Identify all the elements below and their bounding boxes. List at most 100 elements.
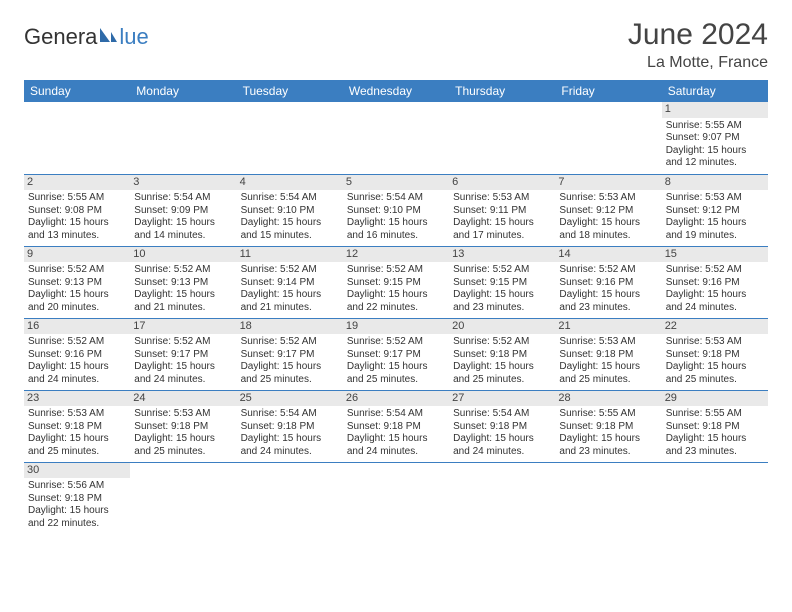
brand-sail-icon — [98, 24, 118, 50]
sunrise-line: Sunrise: 5:52 AM — [559, 264, 657, 277]
daylight-line: Daylight: 15 hours and 23 minutes. — [559, 433, 657, 458]
calendar-cell: 21Sunrise: 5:53 AMSunset: 9:18 PMDayligh… — [555, 318, 661, 390]
sunset-line: Sunset: 9:10 PM — [347, 205, 445, 218]
sunset-line: Sunset: 9:18 PM — [453, 421, 551, 434]
calendar-cell — [555, 102, 661, 174]
header: Genera lue June 2024 La Motte, France — [24, 18, 768, 72]
sunset-line: Sunset: 9:13 PM — [134, 277, 232, 290]
sunrise-line: Sunrise: 5:55 AM — [666, 120, 764, 133]
day-number: 25 — [237, 391, 343, 407]
sunrise-line: Sunrise: 5:52 AM — [453, 336, 551, 349]
sunset-line: Sunset: 9:16 PM — [28, 349, 126, 362]
weekday-header: Saturday — [662, 80, 768, 102]
sunset-line: Sunset: 9:16 PM — [559, 277, 657, 290]
daylight-line: Daylight: 15 hours and 24 minutes. — [134, 361, 232, 386]
calendar-cell: 8Sunrise: 5:53 AMSunset: 9:12 PMDaylight… — [662, 174, 768, 246]
calendar-cell: 22Sunrise: 5:53 AMSunset: 9:18 PMDayligh… — [662, 318, 768, 390]
sunset-line: Sunset: 9:18 PM — [347, 421, 445, 434]
calendar-cell — [237, 462, 343, 534]
day-number: 16 — [24, 319, 130, 335]
sunset-line: Sunset: 9:17 PM — [241, 349, 339, 362]
day-number: 14 — [555, 247, 661, 263]
sunrise-line: Sunrise: 5:52 AM — [666, 264, 764, 277]
sunrise-line: Sunrise: 5:52 AM — [347, 336, 445, 349]
sunrise-line: Sunrise: 5:53 AM — [453, 192, 551, 205]
sunrise-line: Sunrise: 5:52 AM — [347, 264, 445, 277]
sunset-line: Sunset: 9:18 PM — [559, 421, 657, 434]
day-number: 30 — [24, 463, 130, 479]
daylight-line: Daylight: 15 hours and 24 minutes. — [347, 433, 445, 458]
calendar-cell — [130, 102, 236, 174]
day-number: 18 — [237, 319, 343, 335]
day-number: 11 — [237, 247, 343, 263]
daylight-line: Daylight: 15 hours and 13 minutes. — [28, 217, 126, 242]
sunset-line: Sunset: 9:07 PM — [666, 132, 764, 145]
calendar-cell: 18Sunrise: 5:52 AMSunset: 9:17 PMDayligh… — [237, 318, 343, 390]
calendar-week-row: 23Sunrise: 5:53 AMSunset: 9:18 PMDayligh… — [24, 390, 768, 462]
sunrise-line: Sunrise: 5:54 AM — [347, 192, 445, 205]
sunset-line: Sunset: 9:18 PM — [28, 493, 126, 506]
calendar-cell: 9Sunrise: 5:52 AMSunset: 9:13 PMDaylight… — [24, 246, 130, 318]
calendar-body: 1Sunrise: 5:55 AMSunset: 9:07 PMDaylight… — [24, 102, 768, 534]
day-number: 29 — [662, 391, 768, 407]
calendar-cell: 15Sunrise: 5:52 AMSunset: 9:16 PMDayligh… — [662, 246, 768, 318]
sunset-line: Sunset: 9:13 PM — [28, 277, 126, 290]
daylight-line: Daylight: 15 hours and 24 minutes. — [453, 433, 551, 458]
sunset-line: Sunset: 9:18 PM — [666, 349, 764, 362]
sunset-line: Sunset: 9:15 PM — [453, 277, 551, 290]
sunset-line: Sunset: 9:17 PM — [347, 349, 445, 362]
weekday-header: Thursday — [449, 80, 555, 102]
day-number: 13 — [449, 247, 555, 263]
day-number: 7 — [555, 175, 661, 191]
day-number: 26 — [343, 391, 449, 407]
sunset-line: Sunset: 9:08 PM — [28, 205, 126, 218]
sunrise-line: Sunrise: 5:53 AM — [559, 192, 657, 205]
calendar-cell: 2Sunrise: 5:55 AMSunset: 9:08 PMDaylight… — [24, 174, 130, 246]
daylight-line: Daylight: 15 hours and 22 minutes. — [347, 289, 445, 314]
sunrise-line: Sunrise: 5:54 AM — [241, 192, 339, 205]
sunrise-line: Sunrise: 5:54 AM — [453, 408, 551, 421]
daylight-line: Daylight: 15 hours and 22 minutes. — [28, 505, 126, 530]
sunset-line: Sunset: 9:12 PM — [559, 205, 657, 218]
calendar-cell: 24Sunrise: 5:53 AMSunset: 9:18 PMDayligh… — [130, 390, 236, 462]
calendar-cell: 17Sunrise: 5:52 AMSunset: 9:17 PMDayligh… — [130, 318, 236, 390]
day-number: 8 — [662, 175, 768, 191]
day-number: 24 — [130, 391, 236, 407]
calendar-week-row: 2Sunrise: 5:55 AMSunset: 9:08 PMDaylight… — [24, 174, 768, 246]
daylight-line: Daylight: 15 hours and 16 minutes. — [347, 217, 445, 242]
day-number: 3 — [130, 175, 236, 191]
sunset-line: Sunset: 9:18 PM — [241, 421, 339, 434]
day-number: 27 — [449, 391, 555, 407]
weekday-row: Sunday Monday Tuesday Wednesday Thursday… — [24, 80, 768, 102]
sunset-line: Sunset: 9:18 PM — [453, 349, 551, 362]
daylight-line: Daylight: 15 hours and 25 minutes. — [347, 361, 445, 386]
calendar-cell: 25Sunrise: 5:54 AMSunset: 9:18 PMDayligh… — [237, 390, 343, 462]
calendar-cell: 11Sunrise: 5:52 AMSunset: 9:14 PMDayligh… — [237, 246, 343, 318]
calendar-cell — [237, 102, 343, 174]
calendar-week-row: 1Sunrise: 5:55 AMSunset: 9:07 PMDaylight… — [24, 102, 768, 174]
sunset-line: Sunset: 9:12 PM — [666, 205, 764, 218]
calendar-cell: 26Sunrise: 5:54 AMSunset: 9:18 PMDayligh… — [343, 390, 449, 462]
calendar-cell — [24, 102, 130, 174]
calendar-week-row: 9Sunrise: 5:52 AMSunset: 9:13 PMDaylight… — [24, 246, 768, 318]
daylight-line: Daylight: 15 hours and 12 minutes. — [666, 145, 764, 170]
daylight-line: Daylight: 15 hours and 14 minutes. — [134, 217, 232, 242]
brand-logo: Genera lue — [24, 18, 149, 50]
sunrise-line: Sunrise: 5:52 AM — [28, 264, 126, 277]
day-number: 12 — [343, 247, 449, 263]
calendar-cell: 4Sunrise: 5:54 AMSunset: 9:10 PMDaylight… — [237, 174, 343, 246]
daylight-line: Daylight: 15 hours and 25 minutes. — [241, 361, 339, 386]
sunrise-line: Sunrise: 5:56 AM — [28, 480, 126, 493]
day-number: 5 — [343, 175, 449, 191]
calendar-cell: 10Sunrise: 5:52 AMSunset: 9:13 PMDayligh… — [130, 246, 236, 318]
day-number: 21 — [555, 319, 661, 335]
day-number: 22 — [662, 319, 768, 335]
calendar-cell: 29Sunrise: 5:55 AMSunset: 9:18 PMDayligh… — [662, 390, 768, 462]
calendar-cell: 1Sunrise: 5:55 AMSunset: 9:07 PMDaylight… — [662, 102, 768, 174]
calendar-cell: 5Sunrise: 5:54 AMSunset: 9:10 PMDaylight… — [343, 174, 449, 246]
sunrise-line: Sunrise: 5:53 AM — [666, 336, 764, 349]
calendar-cell: 23Sunrise: 5:53 AMSunset: 9:18 PMDayligh… — [24, 390, 130, 462]
month-title: June 2024 — [628, 18, 768, 52]
calendar-cell — [449, 102, 555, 174]
daylight-line: Daylight: 15 hours and 23 minutes. — [559, 289, 657, 314]
